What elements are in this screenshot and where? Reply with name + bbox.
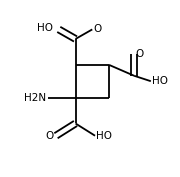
Text: O: O: [136, 49, 144, 59]
Text: O: O: [94, 24, 102, 34]
Text: HO: HO: [152, 76, 168, 86]
Text: HO: HO: [37, 23, 53, 33]
Text: H2N: H2N: [24, 93, 46, 102]
Text: HO: HO: [96, 131, 112, 141]
Text: O: O: [45, 131, 53, 141]
